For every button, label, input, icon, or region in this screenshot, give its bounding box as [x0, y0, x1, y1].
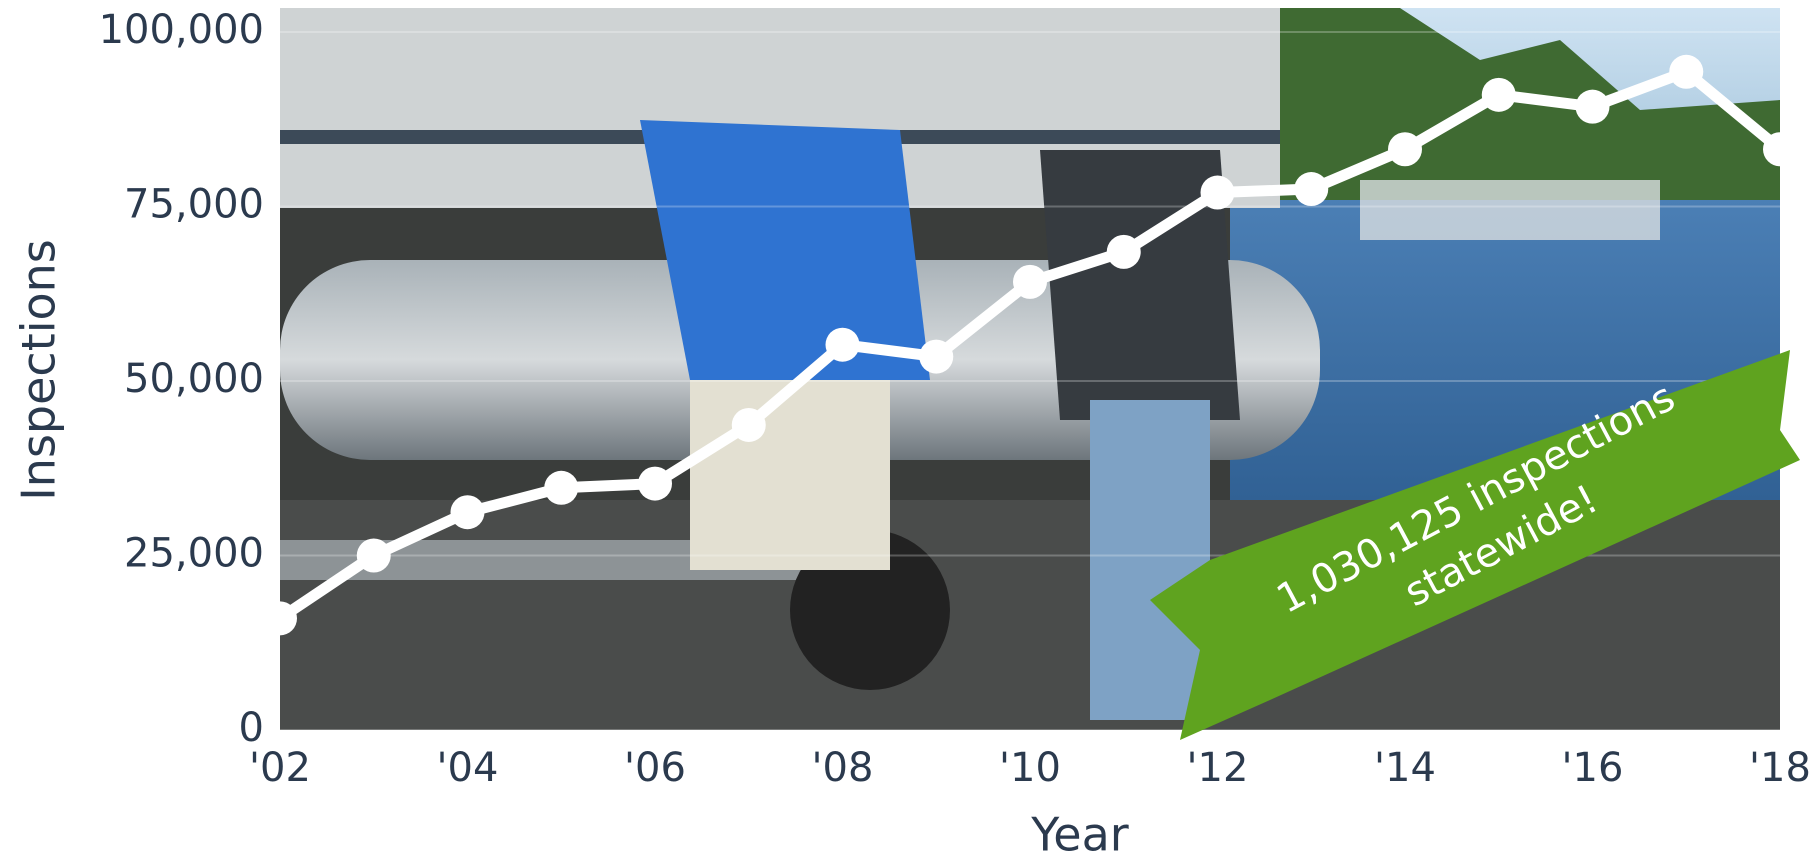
point	[1388, 132, 1422, 167]
point	[263, 601, 297, 636]
x-tick-label: '10	[999, 745, 1061, 791]
point	[1106, 234, 1141, 269]
point	[356, 538, 391, 573]
y-tick-label: 50,000	[124, 356, 264, 402]
x-axis-title: Year	[1030, 808, 1128, 862]
point	[1013, 264, 1047, 299]
point	[1481, 77, 1516, 112]
banner-shape	[1150, 350, 1800, 740]
x-tick-label: '04	[437, 745, 499, 791]
y-axis-title: Inspections	[12, 239, 66, 501]
x-tick-label: '18	[1749, 745, 1811, 791]
point	[1200, 175, 1235, 210]
axes: 0 25,000 50,000 75,000 100,000 '02 '04 '06 '08 '1…	[99, 7, 1811, 791]
x-tick-label: '02	[249, 745, 311, 791]
y-tick-label: 75,000	[124, 182, 264, 228]
x-tick-label: '14	[1374, 745, 1436, 791]
point	[1669, 54, 1704, 89]
point	[450, 495, 485, 530]
y-tick-label: 100,000	[99, 7, 264, 53]
series	[263, 54, 1797, 636]
x-tick-label: '12	[1187, 745, 1249, 791]
x-tick-label: '06	[624, 745, 686, 791]
x-tick-label: '08	[812, 745, 874, 791]
point	[638, 466, 672, 501]
x-tick-label: '16	[1562, 745, 1624, 791]
point	[731, 407, 766, 442]
point	[1575, 89, 1610, 124]
point	[825, 327, 860, 362]
point	[919, 339, 954, 374]
point	[1294, 172, 1329, 207]
background-photo	[280, 8, 1780, 730]
y-tick-label: 0	[239, 705, 264, 751]
y-tick-label: 25,000	[124, 531, 264, 577]
point	[1763, 132, 1797, 167]
point	[544, 470, 579, 505]
